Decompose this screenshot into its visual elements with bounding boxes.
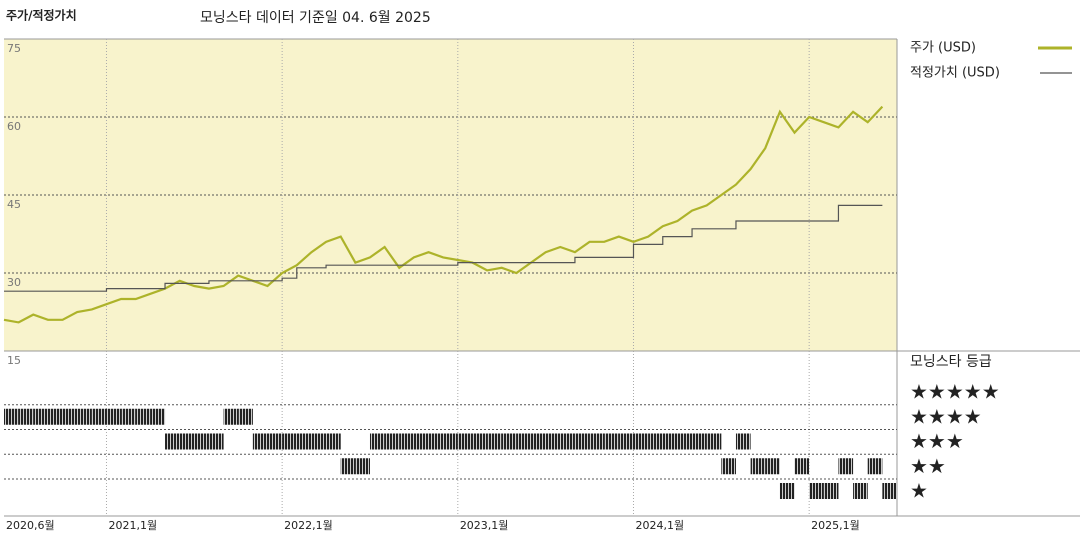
- chart-title: 주가/적정가치: [6, 8, 77, 23]
- subtitle: 모닝스타 데이터 기준일 04. 6월 2025: [200, 10, 431, 26]
- rating-bar: [106, 408, 122, 425]
- rating-bar: [326, 433, 341, 450]
- y-tick-label: 15: [7, 354, 21, 367]
- rating-bar: [457, 433, 473, 450]
- rating-bar: [282, 433, 297, 450]
- rating-bar: [721, 458, 736, 475]
- rating-bar: [809, 483, 824, 499]
- rating-bar: [545, 433, 561, 450]
- x-tick-label: 2020,6월: [6, 519, 55, 532]
- rating-bar: [618, 433, 634, 450]
- rating-bar: [208, 433, 224, 450]
- rating-title: 모닝스타 등급: [910, 354, 992, 370]
- rating-bar: [355, 458, 370, 475]
- rating-bar: [267, 433, 283, 450]
- rating-bar: [443, 433, 458, 450]
- rating-label: ★★★★★: [910, 380, 1000, 404]
- rating-bar: [853, 483, 868, 499]
- y-tick-label: 60: [7, 120, 21, 133]
- rating-bar: [516, 433, 532, 450]
- rating-bar: [252, 433, 268, 450]
- rating-bar: [179, 433, 195, 450]
- rating-bar: [4, 408, 19, 425]
- rating-bar: [574, 433, 590, 450]
- legend-label: 적정가치 (USD): [910, 66, 1000, 81]
- rating-bar: [677, 433, 693, 450]
- legend-label: 주가 (USD): [910, 41, 976, 56]
- rating-bar: [765, 458, 780, 475]
- rating-bar: [311, 433, 327, 450]
- rating-label: ★★: [910, 454, 946, 478]
- rating-bar: [399, 433, 414, 450]
- rating-bar: [838, 458, 854, 475]
- rating-bar: [150, 408, 166, 425]
- rating-bar: [428, 433, 444, 450]
- x-tick-label: 2021,1월: [108, 519, 157, 532]
- rating-bar: [882, 483, 897, 499]
- rating-bar: [121, 408, 136, 425]
- rating-bar: [91, 408, 107, 425]
- rating-bar: [531, 433, 546, 450]
- rating-bar: [296, 433, 312, 450]
- rating-bar: [384, 433, 400, 450]
- series-line: [3, 105, 884, 324]
- rating-bar: [238, 408, 253, 425]
- rating-bar: [867, 458, 883, 475]
- y-tick-label: 30: [7, 276, 21, 289]
- y-tick-label: 45: [7, 198, 21, 211]
- rating-bar: [223, 408, 239, 425]
- rating-bar: [633, 433, 649, 450]
- rating-bar: [413, 433, 429, 450]
- rating-bar: [750, 458, 766, 475]
- rating-bar: [706, 433, 722, 450]
- rating-bar: [62, 408, 78, 425]
- rating-bar: [604, 433, 619, 450]
- rating-bar: [369, 433, 385, 450]
- rating-bar: [735, 433, 751, 450]
- rating-bar: [589, 433, 605, 450]
- rating-bar: [823, 483, 839, 499]
- rating-bar: [340, 458, 356, 475]
- rating-bar: [47, 408, 63, 425]
- rating-bar: [487, 433, 502, 450]
- rating-bar: [77, 408, 92, 425]
- x-tick-label: 2025,1월: [811, 519, 860, 532]
- rating-bar: [648, 433, 663, 450]
- series-line: [4, 204, 883, 292]
- rating-bar: [18, 408, 34, 425]
- rating-bar: [501, 433, 517, 450]
- rating-label: ★★★: [910, 429, 964, 453]
- y-tick-label: 75: [7, 42, 21, 55]
- x-tick-label: 2022,1월: [284, 519, 333, 532]
- rating-bar: [779, 483, 795, 499]
- rating-bar: [662, 433, 678, 450]
- rating-bar: [472, 433, 488, 450]
- rating-bar: [560, 433, 575, 450]
- rating-label: ★: [910, 479, 928, 503]
- rating-bar: [135, 408, 151, 425]
- rating-bar: [33, 408, 48, 425]
- rating-bar: [692, 433, 707, 450]
- rating-bar: [794, 458, 810, 475]
- rating-bar: [165, 433, 180, 450]
- x-tick-label: 2023,1월: [460, 519, 509, 532]
- x-tick-label: 2024,1월: [635, 519, 684, 532]
- rating-bar: [194, 433, 209, 450]
- rating-label: ★★★★: [910, 404, 982, 428]
